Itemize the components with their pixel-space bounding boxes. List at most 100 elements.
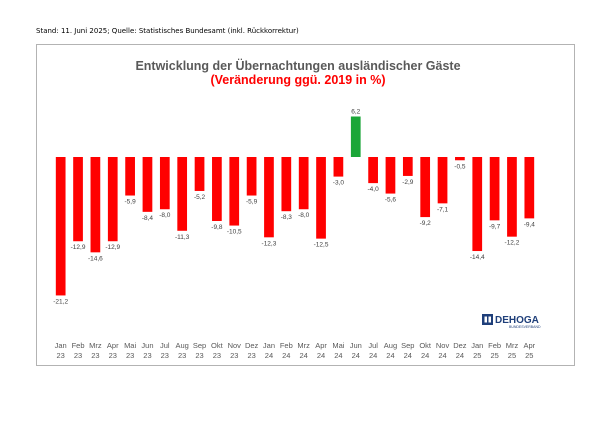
- data-label: -14,4: [470, 254, 485, 261]
- x-tick-label-year: 23: [109, 351, 117, 360]
- x-tick-labels-group: Jan23Feb23Mrz23Apr23Mai23Jun23Jul23Aug23…: [55, 341, 536, 360]
- chart-subtitle: (Veränderung ggü. 2019 in %): [210, 73, 385, 87]
- bar-mrz-23: [90, 157, 101, 253]
- x-tick-label-year: 23: [57, 351, 65, 360]
- x-tick-label-year: 25: [508, 351, 516, 360]
- data-label: -5,2: [194, 194, 206, 201]
- x-tick-label-year: 23: [126, 351, 134, 360]
- x-tick-label-year: 23: [74, 351, 82, 360]
- x-tick-label-month: Mai: [332, 341, 344, 350]
- data-label: 6,2: [351, 109, 360, 116]
- data-label: -8,0: [159, 212, 171, 219]
- x-tick-label-month: Nov: [436, 341, 450, 350]
- data-labels-group: -21,2 -12,9-14,6-12,9 -5,9 -8,4 -8,0 -11,3 -5,…: [53, 109, 535, 306]
- x-tick-label-month: Aug: [384, 341, 397, 350]
- x-tick-label-month: Jul: [368, 341, 378, 350]
- x-tick-label-month: Dez: [453, 341, 467, 350]
- x-tick-label-year: 24: [369, 351, 377, 360]
- x-tick-label-year: 24: [282, 351, 290, 360]
- bar-mrz-25: [507, 157, 517, 237]
- x-tick-label-month: Okt: [419, 341, 432, 350]
- bar-jul-23: [159, 157, 170, 210]
- data-label: -9,8: [211, 224, 223, 231]
- x-tick-label-year: 24: [352, 351, 360, 360]
- bar-feb-25: [489, 157, 500, 221]
- data-label: -12,9: [105, 244, 120, 251]
- bar-apr-23: [107, 157, 118, 242]
- data-label: -21,2: [53, 298, 68, 305]
- x-tick-label-year: 25: [490, 351, 498, 360]
- dehoga-logo-mark-detail: [488, 316, 491, 323]
- bar-feb-24: [281, 157, 292, 212]
- data-label: -9,7: [489, 223, 501, 230]
- x-tick-label-month: Dez: [245, 341, 259, 350]
- x-tick-label-year: 24: [317, 351, 325, 360]
- bar-nov-24: [437, 157, 448, 204]
- dehoga-logo: DEHOGA BUNDESVERBAND: [482, 314, 541, 329]
- bar-sep-24: [402, 157, 413, 176]
- bar-apr-24: [316, 157, 326, 239]
- bar-mai-24: [333, 157, 344, 177]
- x-tick-label-year: 24: [300, 351, 308, 360]
- data-label: -12,9: [71, 244, 86, 251]
- x-tick-label-month: Apr: [315, 341, 327, 350]
- bar-mai-23: [125, 157, 135, 196]
- data-label: -12,5: [314, 242, 329, 249]
- x-tick-label-year: 23: [213, 351, 221, 360]
- bar-sep-23: [194, 157, 205, 191]
- bar-okt-24: [420, 157, 431, 218]
- data-label: -12,3: [262, 240, 277, 247]
- data-label: -8,4: [142, 215, 154, 222]
- x-tick-label-month: Nov: [228, 341, 242, 350]
- data-label: -9,4: [524, 221, 536, 228]
- data-label: -9,2: [420, 220, 432, 227]
- dehoga-logo-subtext: BUNDESVERBAND: [509, 325, 541, 329]
- bar-dez-23: [246, 157, 257, 196]
- data-label: -5,6: [385, 197, 397, 204]
- x-tick-label-month: Mrz: [297, 341, 310, 350]
- data-label: -3,0: [333, 180, 345, 187]
- x-tick-label-year: 23: [91, 351, 99, 360]
- bar-jan-24: [264, 157, 274, 238]
- data-label: -14,6: [88, 255, 103, 262]
- bar-jun-24: [350, 116, 361, 157]
- x-tick-label-month: Feb: [280, 341, 293, 350]
- x-tick-label-month: Feb: [488, 341, 501, 350]
- x-tick-label-month: Apr: [107, 341, 119, 350]
- bar-aug-23: [177, 157, 188, 231]
- x-tick-label-year: 24: [456, 351, 464, 360]
- bar-jul-24: [368, 157, 378, 184]
- x-tick-label-year: 23: [178, 351, 186, 360]
- x-tick-label-month: Mai: [124, 341, 136, 350]
- bar-jan-25: [472, 157, 483, 252]
- x-tick-label-year: 23: [247, 351, 255, 360]
- bar-apr-25: [524, 157, 535, 219]
- dehoga-logo-mark-detail: [484, 316, 487, 323]
- data-label: -8,3: [281, 214, 293, 221]
- bar-jun-23: [142, 157, 153, 212]
- x-tick-label-month: Jan: [55, 341, 67, 350]
- data-label: -5,9: [125, 199, 137, 206]
- bar-mrz-24: [298, 157, 309, 210]
- x-tick-label-month: Mrz: [89, 341, 102, 350]
- x-tick-label-year: 24: [404, 351, 412, 360]
- x-tick-label-month: Jul: [160, 341, 170, 350]
- x-tick-label-year: 23: [161, 351, 169, 360]
- x-tick-label-month: Jan: [263, 341, 275, 350]
- x-tick-label-year: 24: [334, 351, 342, 360]
- data-label: -12,2: [505, 240, 520, 247]
- bar-feb-23: [73, 157, 83, 242]
- x-tick-label-month: Aug: [176, 341, 189, 350]
- bar-nov-23: [229, 157, 240, 226]
- x-tick-label-year: 23: [230, 351, 238, 360]
- data-label: -2,9: [402, 179, 414, 186]
- data-label: -5,9: [246, 199, 258, 206]
- chart-title: Entwicklung der Übernachtungen ausländis…: [135, 58, 460, 73]
- bar-okt-23: [212, 157, 222, 221]
- data-label: -8,0: [298, 212, 310, 219]
- bar-dez-24: [455, 157, 465, 161]
- bar-jan-23: [55, 157, 66, 296]
- x-tick-label-month: Jun: [141, 341, 153, 350]
- x-tick-label-month: Mrz: [506, 341, 519, 350]
